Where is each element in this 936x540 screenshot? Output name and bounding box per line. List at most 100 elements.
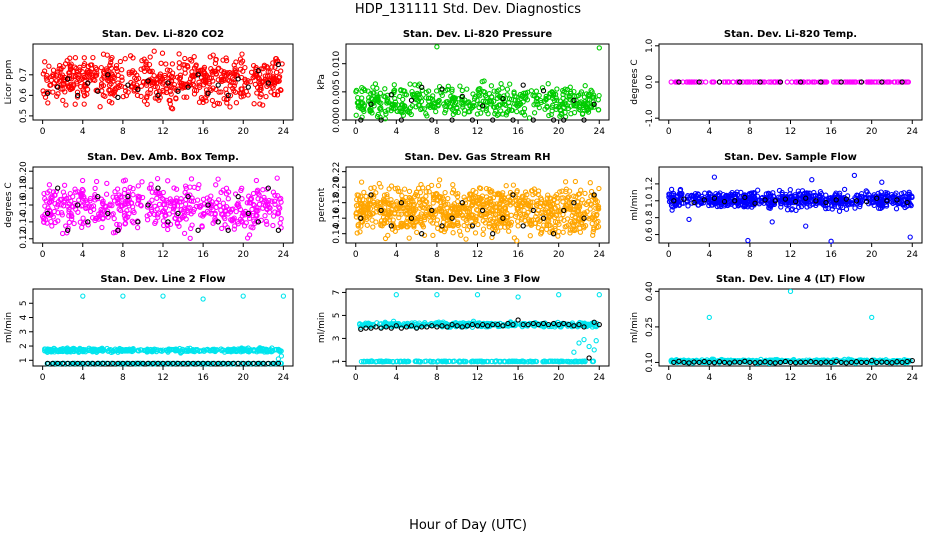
scatter-point <box>492 227 498 233</box>
hourly-point <box>195 227 201 233</box>
scatter-point <box>538 99 544 106</box>
scatter-point <box>52 219 58 226</box>
scatter-point <box>401 186 408 192</box>
x-tick-label: 8 <box>434 373 440 383</box>
scatter-point <box>128 79 134 86</box>
scatter-point <box>372 81 379 87</box>
scatter-point <box>215 66 221 72</box>
scatter-point <box>406 235 412 241</box>
scatter-point <box>532 190 538 196</box>
x-tick-label: 0 <box>40 373 46 383</box>
scatter-point <box>63 223 69 229</box>
scatter-point <box>411 194 418 200</box>
scatter-point <box>46 188 53 194</box>
scatter-point <box>146 185 153 191</box>
scatter-point <box>364 216 370 222</box>
scatter-point <box>387 210 394 216</box>
scatter-point <box>215 176 221 182</box>
scatter-point <box>370 90 376 96</box>
scatter-point <box>264 64 270 70</box>
outlier-point <box>474 292 481 298</box>
scatter-point <box>386 186 392 192</box>
scatter-point <box>566 94 573 100</box>
panel-title: Stan. Dev. Li-820 Pressure <box>403 29 553 40</box>
scatter-point <box>250 225 256 231</box>
scatter-point <box>107 87 113 93</box>
scatter-point <box>433 190 440 197</box>
scatter-point <box>399 110 405 116</box>
scatter-point <box>442 189 448 196</box>
hourly-point <box>235 76 241 82</box>
y-tick-label: 0.6 <box>19 88 29 103</box>
scatter-point <box>108 56 114 63</box>
scatter-point <box>354 196 360 203</box>
y-tick-label: 0.000 <box>332 107 342 133</box>
scatter-point <box>515 98 521 104</box>
scatter-point <box>59 230 66 237</box>
scatter-point <box>118 83 124 89</box>
scatter-point <box>262 213 268 219</box>
y-axis-label: ml/min <box>317 312 327 343</box>
scatter-point <box>454 193 461 200</box>
scatter-point <box>253 68 259 74</box>
hourly-point <box>439 86 445 92</box>
hourly-point <box>95 193 101 200</box>
scatter-point <box>123 92 130 99</box>
scatter-point <box>127 184 133 191</box>
scatter-point <box>499 85 505 91</box>
scatter-point <box>449 88 455 94</box>
scatter-point <box>534 198 540 204</box>
scatter-point <box>423 189 429 195</box>
scatter-point <box>474 111 481 117</box>
scatter-point <box>389 207 395 213</box>
scatter-point <box>261 199 267 205</box>
scatter-point <box>453 213 459 219</box>
scatter-point <box>72 101 78 107</box>
scatter-point <box>535 207 542 214</box>
scatter-point <box>80 215 86 221</box>
scatter-point <box>256 201 263 207</box>
scatter-point <box>130 186 136 192</box>
scatter-point <box>513 197 519 204</box>
scatter-point <box>519 203 525 210</box>
y-tick-label: 0.14 <box>332 223 342 243</box>
scatter-point <box>85 222 91 228</box>
scatter-point <box>231 62 237 68</box>
scatter-point <box>587 201 593 207</box>
scatter-point <box>754 79 760 85</box>
scatter-point <box>218 189 224 196</box>
scatter-point <box>588 104 594 111</box>
scatter-point <box>587 180 593 186</box>
scatter-point <box>105 73 111 80</box>
scatter-point <box>116 206 122 212</box>
scatter-point <box>407 81 413 87</box>
scatter-point <box>501 205 507 211</box>
scatter-point <box>426 98 432 104</box>
scatter-point <box>435 225 441 232</box>
scatter-point <box>149 189 155 195</box>
scatter-point <box>100 215 106 221</box>
scatter-point <box>126 69 132 75</box>
scatter-point <box>107 91 113 97</box>
scatter-point <box>361 212 367 218</box>
y-tick-label: 7 <box>332 290 342 296</box>
scatter-point <box>167 101 173 107</box>
scatter-point <box>159 76 166 82</box>
scatter-point <box>72 189 79 195</box>
scatter-point <box>356 196 363 203</box>
scatter-point <box>495 220 501 227</box>
scatter-point <box>554 199 560 205</box>
scatter-point <box>217 203 223 209</box>
scatter-point <box>40 71 46 77</box>
scatter-point <box>570 209 576 215</box>
scatter-point <box>93 178 100 185</box>
scatter-point <box>414 192 421 199</box>
y-axis-label: percent <box>317 187 327 222</box>
scatter-point <box>446 216 453 222</box>
x-tick-label: 4 <box>393 373 399 383</box>
scatter-point <box>402 103 408 109</box>
scatter-point <box>187 235 193 241</box>
scatter-point <box>80 188 86 194</box>
hourly-point <box>378 207 384 214</box>
scatter-point <box>253 212 259 218</box>
